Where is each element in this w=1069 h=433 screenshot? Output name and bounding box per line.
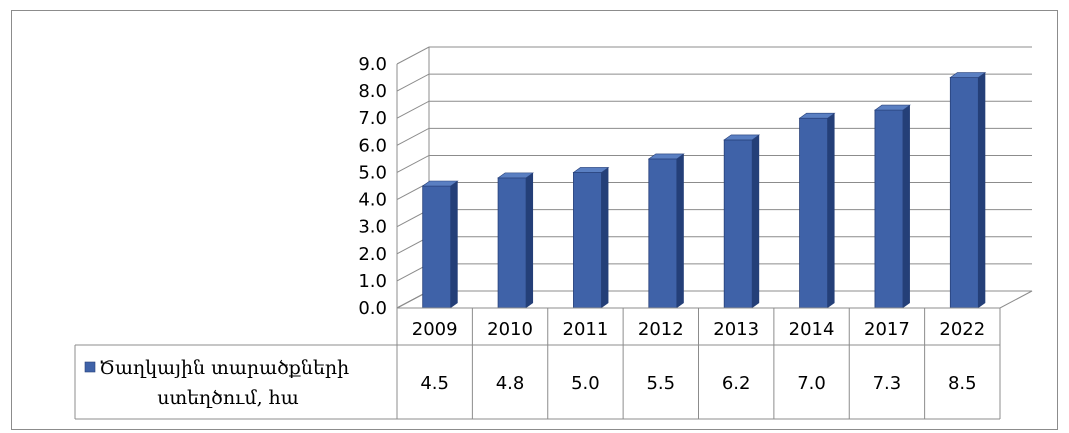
y-tick-label: 6.0 [358, 135, 387, 156]
table-value: 8.5 [948, 373, 977, 394]
data-table: Ծաղկային տարածքների ստեղծում, հա 2009 4.5… [74, 307, 1001, 420]
y-tick-label: 4.0 [358, 190, 387, 211]
gridline [396, 236, 1032, 255]
x-category-label: 2010 [487, 319, 533, 340]
bar [874, 104, 911, 309]
bar-top [647, 153, 685, 160]
y-tick-label: 3.0 [358, 217, 387, 238]
gridline [396, 182, 1032, 200]
bar-front [723, 139, 753, 309]
bar-side [902, 105, 910, 308]
bar [949, 72, 987, 309]
axis-layer: 0.0 1.0 2.0 3.0 4.0 5.0 6.0 7.0 8.0 9.0 [358, 54, 398, 319]
bar-top [723, 134, 761, 141]
bar-top [949, 72, 987, 78]
table-value: 5.5 [646, 373, 675, 394]
gridline [396, 154, 1032, 173]
bar-front [573, 172, 602, 309]
bar-side [526, 172, 534, 308]
x-category-label: 2013 [713, 319, 759, 340]
legend-label-line2: ստեղծում, հա [157, 387, 299, 409]
y-tick-label: 7.0 [358, 108, 387, 129]
bar [572, 167, 610, 309]
bar-side [450, 181, 458, 308]
legend-label-line1: Ծաղկային տարածքների [99, 357, 349, 379]
floor [396, 290, 1033, 309]
bar-front [799, 117, 828, 309]
bar-top [497, 172, 534, 179]
bar-top [421, 180, 459, 187]
bar-layer [421, 72, 987, 309]
bar [723, 134, 761, 309]
y-tick-label: 5.0 [358, 162, 387, 183]
bar-front [422, 185, 452, 309]
bar-top [798, 112, 836, 119]
bar [497, 172, 534, 309]
y-tick-label: 9.0 [358, 54, 387, 75]
x-category-label: 2012 [638, 319, 684, 340]
table-value: 6.2 [722, 373, 751, 394]
bar [647, 153, 685, 309]
gridline [396, 73, 1032, 92]
bar-side [827, 113, 835, 308]
table-value: 4.5 [420, 373, 449, 394]
y-tick-label: 8.0 [358, 81, 387, 102]
gridline [396, 100, 1032, 119]
bar-front [949, 77, 979, 309]
gridline [396, 127, 1032, 146]
bar-front [874, 109, 904, 309]
bar [798, 112, 836, 309]
bar [421, 180, 459, 309]
x-category-label: 2014 [789, 319, 835, 340]
gridline [396, 46, 1032, 65]
bar-front [497, 177, 527, 309]
bar-top [572, 167, 610, 173]
x-category-label: 2011 [563, 319, 609, 340]
bar-side [676, 153, 684, 308]
bar-side [601, 167, 609, 308]
x-category-label: 2017 [864, 319, 910, 340]
x-category-label: 2009 [412, 319, 458, 340]
table-value: 7.0 [797, 373, 826, 394]
x-category-label: 2022 [939, 319, 985, 340]
gridline [396, 263, 1032, 282]
table-value: 7.3 [873, 373, 902, 394]
grid-layer [396, 46, 1033, 309]
y-tick-label: 2.0 [358, 244, 387, 265]
table-value: 5.0 [571, 373, 600, 394]
table-value: 4.8 [496, 373, 525, 394]
bar-top [874, 104, 911, 111]
bar-front [648, 158, 678, 309]
bar-side [978, 72, 986, 308]
y-tick-label: 1.0 [358, 271, 387, 292]
y-tick-label: 0.0 [358, 298, 387, 319]
legend-key [84, 361, 96, 373]
gridline [396, 209, 1032, 228]
bar-side [752, 134, 760, 308]
